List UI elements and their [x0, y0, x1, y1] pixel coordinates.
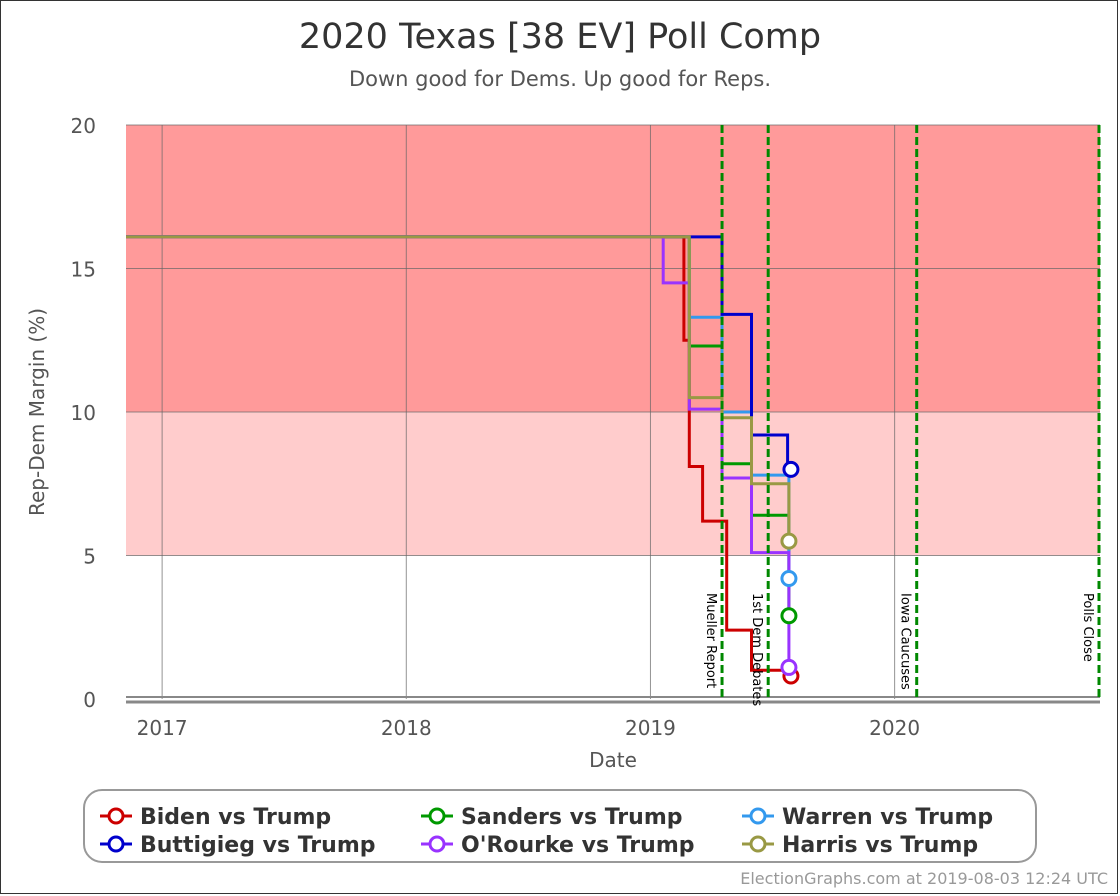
legend-entry-label: Warren vs Trump: [782, 805, 993, 830]
y-axis-label: Rep-Dem Margin (%): [25, 308, 49, 516]
legend-entry-label: O'Rourke vs Trump: [461, 833, 695, 858]
legend-entry-label: Buttigieg vs Trump: [140, 833, 376, 858]
series-end-marker: [782, 460, 800, 478]
y-tick-label: 10: [71, 401, 96, 425]
legend-swatch-marker: [428, 835, 446, 853]
margin-band-1: [126, 412, 1100, 556]
legend-swatch-marker: [428, 807, 446, 825]
event-label: Iowa Caucuses: [898, 593, 913, 690]
legend-swatch-marker: [749, 807, 767, 825]
x-axis-label: Date: [589, 748, 637, 772]
legend-entry-label: Sanders vs Trump: [461, 805, 683, 830]
series-end-marker: [780, 607, 798, 625]
legend-swatch-marker: [107, 807, 125, 825]
chart-title: 2020 Texas [38 EV] Poll Comp: [299, 17, 821, 57]
legend-entry-label: Harris vs Trump: [782, 833, 978, 858]
x-tick-label: 2020: [869, 716, 920, 740]
series-end-marker: [780, 658, 798, 676]
y-tick-label: 20: [71, 114, 96, 138]
y-tick-label: 5: [83, 545, 96, 569]
series-end-marker: [780, 532, 798, 550]
footer-credit: ElectionGraphs.com at 2019-08-03 12:24 U…: [740, 869, 1108, 888]
y-tick-label: 0: [83, 688, 96, 712]
legend-entry-label: Biden vs Trump: [140, 805, 331, 830]
chart-subtitle: Down good for Dems. Up good for Reps.: [349, 67, 771, 91]
x-tick-label: 2018: [381, 716, 432, 740]
x-tick-label: 2019: [625, 716, 676, 740]
series-line: [126, 235, 793, 676]
x-tick-label: 2017: [137, 716, 188, 740]
event-label: 1st Dem Debates: [749, 593, 764, 706]
series-end-marker: [780, 569, 798, 587]
event-label: Mueller Report: [703, 593, 718, 688]
legend-swatch-marker: [107, 835, 125, 853]
legend-swatch-marker: [749, 835, 767, 853]
event-label: Polls Close: [1080, 593, 1095, 662]
y-tick-label: 15: [71, 258, 96, 282]
legend-box: [83, 789, 1037, 863]
